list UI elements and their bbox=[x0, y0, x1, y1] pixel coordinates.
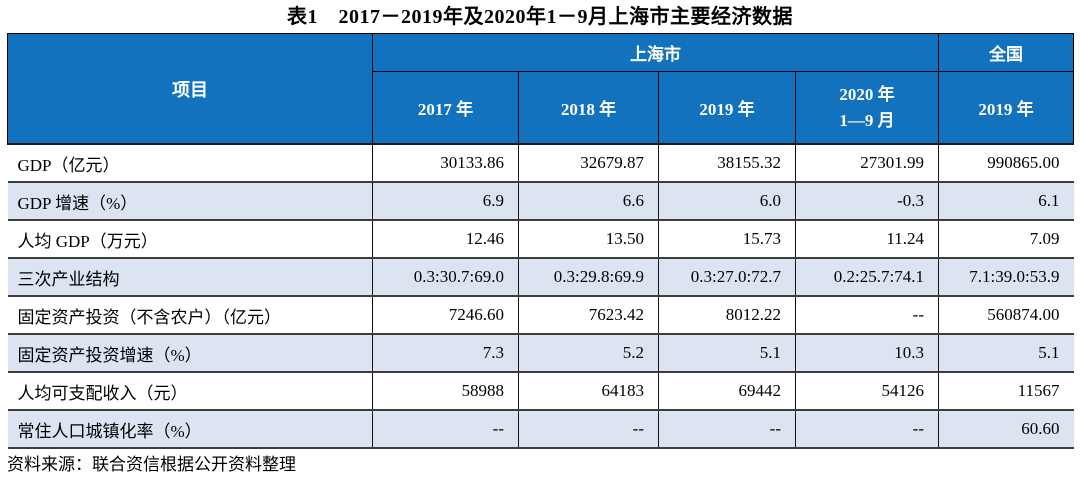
cell-2018: 32679.87 bbox=[518, 144, 659, 182]
cell-2019: 6.0 bbox=[658, 182, 796, 220]
table-row-gdp-growth: GDP 增速（%） 6.9 6.6 6.0 -0.3 6.1 bbox=[7, 182, 1074, 220]
header-cell-item: 项目 bbox=[7, 33, 373, 145]
cell-2017: 7.3 bbox=[372, 334, 519, 372]
header-cell-year-2017: 2017 年 bbox=[372, 71, 519, 145]
cell-2017: 30133.86 bbox=[372, 144, 519, 182]
cell-2017: -- bbox=[372, 410, 519, 448]
cell-2017: 6.9 bbox=[372, 182, 519, 220]
table-row-gdp: GDP（亿元） 30133.86 32679.87 38155.32 27301… bbox=[7, 144, 1074, 182]
row-label: 固定资产投资（不含农户）（亿元） bbox=[17, 307, 282, 327]
cell-2019: 0.3:27.0:72.7 bbox=[658, 258, 796, 296]
cell-2020: -- bbox=[795, 410, 939, 448]
source-note: 资料来源：联合资信根据公开资料整理 bbox=[7, 455, 296, 474]
economic-data-table: 项目 上海市 全国 2017 年 2018 年 2019 年 2020 年 1—… bbox=[7, 33, 1074, 449]
row-label: 三次产业结构 bbox=[7, 258, 373, 296]
table-row-disposable-income: 人均可支配收入（元） 58988 64183 69442 54126 11567 bbox=[7, 372, 1074, 410]
cell-2018: 7623.42 bbox=[518, 296, 659, 334]
cell-national: 6.1 bbox=[938, 182, 1074, 220]
cell-2018: 6.6 bbox=[518, 182, 659, 220]
cell-2019: 5.1 bbox=[658, 334, 796, 372]
row-label: 人均 GDP（万元） bbox=[17, 231, 158, 251]
header-cell-shanghai: 上海市 bbox=[372, 33, 939, 72]
cell-2020: 27301.99 bbox=[795, 144, 939, 182]
cell-national: 7.09 bbox=[938, 220, 1074, 258]
cell-2017: 12.46 bbox=[372, 220, 519, 258]
cell-national: 990865.00 bbox=[938, 144, 1074, 182]
table-row-gdp-per-capita: 人均 GDP（万元） 12.46 13.50 15.73 11.24 7.09 bbox=[7, 220, 1074, 258]
cell-national: 11567 bbox=[938, 372, 1074, 410]
cell-national: 60.60 bbox=[938, 410, 1074, 448]
cell-2018: 0.3:29.8:69.9 bbox=[518, 258, 659, 296]
header-row-groups: 项目 上海市 全国 bbox=[7, 33, 1074, 145]
table-row-industry-structure: 三次产业结构 0.3:30.7:69.0 0.3:29.8:69.9 0.3:2… bbox=[7, 258, 1074, 296]
cell-2020: 11.24 bbox=[795, 220, 939, 258]
cell-2019: 38155.32 bbox=[658, 144, 796, 182]
header-cell-national-year: 2019 年 bbox=[938, 71, 1074, 145]
cell-2018: 5.2 bbox=[518, 334, 659, 372]
row-label: GDP（亿元） bbox=[17, 155, 120, 175]
cell-national: 7.1:39.0:53.9 bbox=[938, 258, 1074, 296]
cell-2018: -- bbox=[518, 410, 659, 448]
cell-2018: 64183 bbox=[518, 372, 659, 410]
header-cell-period-2020: 2020 年 1—9 月 bbox=[795, 71, 939, 145]
row-label: GDP 增速（%） bbox=[7, 182, 373, 220]
cell-2020: 54126 bbox=[795, 372, 939, 410]
cell-2020: -0.3 bbox=[795, 182, 939, 220]
cell-2020: 0.2:25.7:74.1 bbox=[795, 258, 939, 296]
header-cell-national: 全国 bbox=[938, 33, 1074, 72]
header-period-2020-line2: 1—9 月 bbox=[839, 110, 895, 130]
cell-2020: -- bbox=[795, 296, 939, 334]
cell-2017: 7246.60 bbox=[372, 296, 519, 334]
cell-2019: 8012.22 bbox=[658, 296, 796, 334]
header-row-years: 2017 年 2018 年 2019 年 2020 年 1—9 月 2019 年 bbox=[8, 71, 1074, 145]
table-row-urbanization-rate: 常住人口城镇化率（%） -- -- -- -- 60.60 bbox=[7, 410, 1074, 448]
cell-national: 560874.00 bbox=[938, 296, 1074, 334]
cell-2019: 69442 bbox=[658, 372, 796, 410]
cell-2018: 13.50 bbox=[518, 220, 659, 258]
table-row-fai-growth: 固定资产投资增速（%） 7.3 5.2 5.1 10.3 5.1 bbox=[7, 334, 1074, 372]
cell-2020: 10.3 bbox=[795, 334, 939, 372]
row-label: 常住人口城镇化率（%） bbox=[7, 410, 373, 448]
table-row-fixed-asset-investment: 固定资产投资（不含农户）（亿元） 7246.60 7623.42 8012.22… bbox=[7, 296, 1074, 334]
row-label: 人均可支配收入（元） bbox=[17, 383, 188, 403]
header-cell-year-2019: 2019 年 bbox=[658, 71, 796, 145]
cell-2019: -- bbox=[658, 410, 796, 448]
cell-2017: 58988 bbox=[372, 372, 519, 410]
row-label: 固定资产投资增速（%） bbox=[7, 334, 373, 372]
cell-national: 5.1 bbox=[938, 334, 1074, 372]
table-title: 表1 2017－2019年及2020年1－9月上海市主要经济数据 bbox=[287, 6, 793, 28]
cell-2017: 0.3:30.7:69.0 bbox=[372, 258, 519, 296]
cell-2019: 15.73 bbox=[658, 220, 796, 258]
header-cell-year-2018: 2018 年 bbox=[518, 71, 659, 145]
header-period-2020-line1: 2020 年 bbox=[839, 84, 895, 104]
